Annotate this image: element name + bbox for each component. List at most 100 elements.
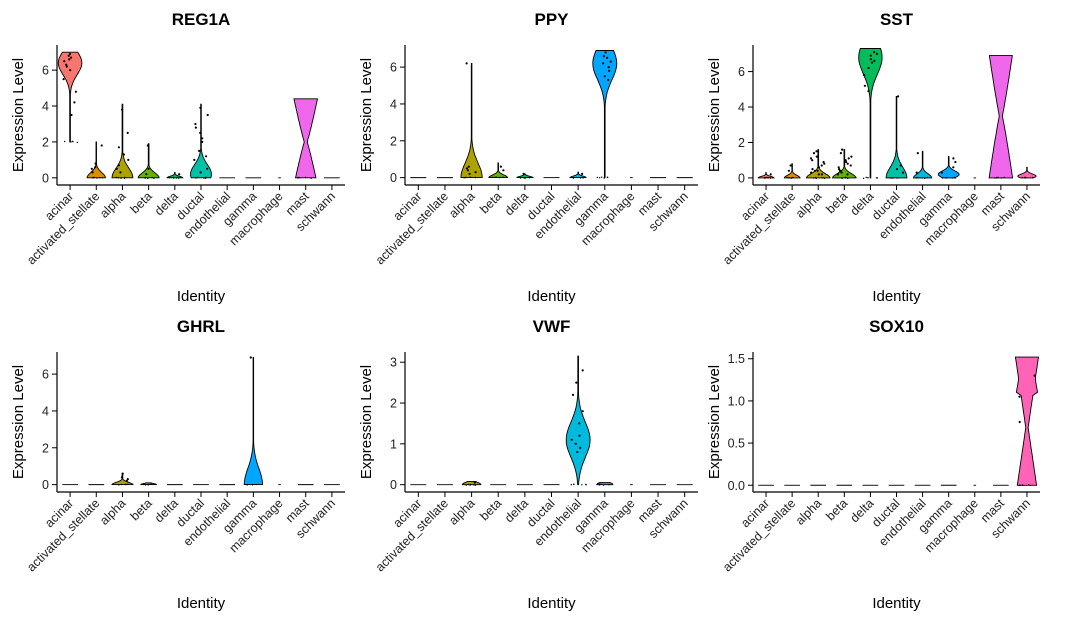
y-tick-label: 0 bbox=[42, 171, 49, 185]
data-point bbox=[994, 177, 996, 179]
data-point bbox=[871, 61, 874, 64]
y-tick-label: 4 bbox=[42, 404, 49, 418]
data-point bbox=[70, 141, 72, 143]
data-point bbox=[765, 176, 767, 179]
data-point bbox=[873, 59, 876, 63]
data-point bbox=[837, 166, 840, 169]
data-point bbox=[199, 106, 202, 109]
data-point bbox=[199, 171, 202, 174]
violin-alpha bbox=[111, 473, 134, 486]
x-tick-label: alpha bbox=[446, 189, 478, 221]
y-tick-label: 4 bbox=[390, 97, 397, 111]
data-point bbox=[146, 144, 149, 147]
data-point bbox=[946, 177, 948, 179]
data-point bbox=[574, 442, 577, 445]
y-tick-label: 0 bbox=[390, 171, 397, 185]
data-point bbox=[466, 169, 469, 172]
x-tick-label: alpha bbox=[793, 189, 825, 221]
data-point bbox=[769, 177, 772, 179]
data-point bbox=[465, 167, 468, 170]
data-point bbox=[467, 165, 470, 168]
data-point bbox=[528, 177, 531, 179]
data-point bbox=[1021, 176, 1024, 179]
data-point bbox=[812, 152, 816, 155]
data-point bbox=[952, 157, 955, 160]
data-point bbox=[90, 167, 93, 170]
data-point bbox=[869, 58, 872, 61]
violin-mast bbox=[988, 55, 1014, 179]
y-tick-label: 0 bbox=[390, 478, 397, 492]
violin-alpha bbox=[111, 103, 134, 179]
data-point bbox=[836, 173, 840, 176]
data-point bbox=[153, 177, 155, 179]
data-point bbox=[118, 484, 120, 486]
data-point bbox=[96, 177, 98, 179]
data-point bbox=[206, 113, 209, 117]
data-point bbox=[1028, 484, 1030, 486]
data-point bbox=[115, 176, 118, 179]
data-point bbox=[474, 171, 477, 174]
data-point bbox=[178, 177, 180, 179]
data-point bbox=[817, 166, 821, 169]
data-point bbox=[168, 176, 171, 179]
data-point bbox=[94, 166, 97, 169]
data-point bbox=[602, 62, 605, 65]
y-tick-label: 6 bbox=[42, 64, 49, 78]
data-point bbox=[581, 172, 584, 175]
violin-schwann bbox=[1017, 166, 1037, 179]
data-point bbox=[255, 483, 257, 486]
data-point bbox=[115, 167, 118, 170]
data-point bbox=[570, 484, 572, 486]
data-point bbox=[101, 177, 104, 179]
data-point bbox=[873, 51, 876, 54]
x-tick-label: alpha bbox=[97, 496, 129, 528]
violin-acinar bbox=[757, 172, 775, 179]
violin-gamma bbox=[243, 357, 263, 486]
data-point bbox=[813, 177, 815, 179]
data-point bbox=[491, 176, 494, 178]
data-point bbox=[606, 56, 609, 60]
data-point bbox=[844, 176, 847, 179]
violin-ductal bbox=[885, 95, 908, 179]
data-point bbox=[846, 173, 849, 176]
y-tick-label: 2 bbox=[390, 134, 397, 148]
data-point bbox=[844, 159, 847, 162]
data-point bbox=[823, 162, 826, 165]
data-point bbox=[576, 176, 578, 179]
data-point bbox=[125, 479, 128, 482]
data-point bbox=[921, 177, 924, 179]
violin-gamma bbox=[592, 50, 618, 179]
violin-activated_stellate bbox=[783, 163, 801, 179]
data-point bbox=[117, 146, 120, 149]
data-point bbox=[69, 56, 73, 59]
y-axis-label: Expression Level bbox=[706, 365, 723, 479]
data-point bbox=[69, 69, 72, 72]
data-point bbox=[815, 177, 817, 180]
data-point bbox=[924, 177, 926, 180]
data-point bbox=[915, 171, 918, 174]
data-point bbox=[126, 478, 129, 481]
data-point bbox=[299, 177, 301, 179]
violin-alpha bbox=[460, 62, 483, 179]
data-point bbox=[205, 176, 207, 179]
data-point bbox=[575, 381, 578, 384]
data-point bbox=[196, 176, 199, 178]
data-point bbox=[145, 173, 148, 176]
data-point bbox=[474, 484, 477, 486]
data-point bbox=[117, 177, 120, 179]
y-tick-label: 6 bbox=[390, 61, 397, 75]
data-point bbox=[178, 173, 181, 176]
data-point bbox=[246, 484, 248, 486]
y-tick-label: 1.5 bbox=[728, 352, 745, 366]
data-point bbox=[205, 155, 208, 158]
violin-gamma bbox=[937, 156, 960, 179]
x-axis-label: Identity bbox=[177, 595, 226, 612]
data-point bbox=[304, 176, 307, 179]
data-point bbox=[92, 177, 94, 179]
data-point bbox=[809, 157, 813, 160]
data-point bbox=[469, 483, 472, 486]
data-point bbox=[465, 62, 468, 65]
y-tick-label: 6 bbox=[738, 65, 745, 79]
